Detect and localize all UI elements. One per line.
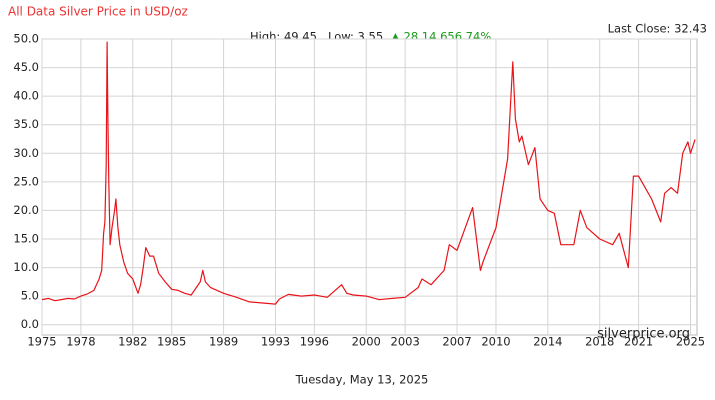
x-tick-label: 2000 xyxy=(352,335,381,349)
y-tick-label: 35.0 xyxy=(13,117,39,131)
date: Tuesday, May 13, 2025 xyxy=(295,373,429,387)
x-tick-label: 1993 xyxy=(261,335,290,349)
x-tick-label: 1975 xyxy=(27,335,56,349)
x-tick-label: 1996 xyxy=(300,335,329,349)
x-tick-label: 1989 xyxy=(209,335,238,349)
y-tick-label: 15.0 xyxy=(13,232,39,246)
x-tick-label: 2007 xyxy=(442,335,471,349)
x-tick-label: 1978 xyxy=(66,335,95,349)
x-tick-label: 1985 xyxy=(157,335,186,349)
y-tick-label: 25.0 xyxy=(13,174,39,188)
y-tick-label: 5.0 xyxy=(21,289,39,303)
x-tick-label: 1982 xyxy=(118,335,147,349)
y-tick-label: 10.0 xyxy=(13,260,39,274)
y-tick-label: 0.0 xyxy=(21,317,39,331)
y-tick-label: 50.0 xyxy=(13,32,39,46)
y-tick-label: 30.0 xyxy=(13,146,39,160)
chart-title: All Data Silver Price in USD/oz xyxy=(8,5,188,19)
plot: 0.0 5.0 10.0 15.0 20.0 25.0 30.0 35.0 40.0 45.0 50… xyxy=(13,32,705,349)
last-close: Last Close: 32.43 xyxy=(608,22,707,36)
x-tick-label: 2018 xyxy=(585,335,614,349)
y-tick-label: 20.0 xyxy=(13,203,39,217)
x-tick-label: 2010 xyxy=(481,335,510,349)
price-line xyxy=(41,41,696,305)
x-tick-label: 2003 xyxy=(391,335,420,349)
plot-area xyxy=(41,38,698,336)
x-tick-label: 2025 xyxy=(676,335,705,349)
x-tick-label: 2014 xyxy=(533,335,562,349)
x-tick-label: 2021 xyxy=(624,335,653,349)
y-tick-label: 40.0 xyxy=(13,89,39,103)
watermark: silverprice.org xyxy=(597,327,690,342)
y-tick-label: 45.0 xyxy=(13,60,39,74)
